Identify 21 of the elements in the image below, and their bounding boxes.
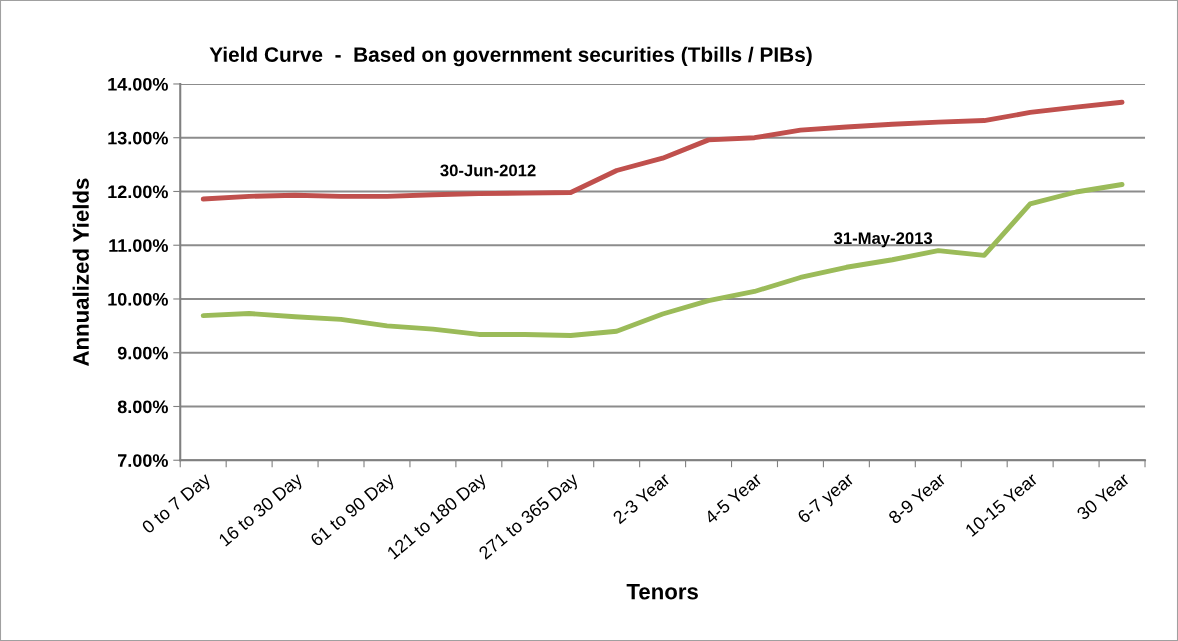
- series-label: 31-May-2013: [833, 232, 933, 248]
- y-tick-label: 10.00%: [108, 292, 168, 306]
- x-tick-label: 2-3 Year: [612, 472, 671, 525]
- line-series: [200, 182, 1125, 338]
- y-axis-title: Annualized Yields: [72, 178, 89, 367]
- y-tick-label: 8.00%: [117, 400, 168, 414]
- x-axis-title: Tenors: [626, 583, 698, 600]
- y-tick-label: 9.00%: [117, 346, 168, 360]
- y-tick-label: 13.00%: [108, 131, 168, 145]
- y-tick-label: 11.00%: [109, 239, 168, 252]
- y-tick-label: 12.00%: [108, 185, 168, 199]
- x-tick-label: 4-5 Year: [703, 472, 763, 525]
- y-tick-label: 7.00%: [118, 454, 168, 467]
- line-series: [200, 99, 1125, 202]
- chart-title: Yield Curve - Based on government securities (Tbills / PIBs): [209, 46, 812, 67]
- x-tick-label: 8-9 Year: [887, 472, 947, 525]
- series-label: 30-Jun-2012: [440, 164, 536, 177]
- y-tick-label: 14.00%: [108, 77, 168, 91]
- x-tick-label: 16 to 30 Day: [218, 471, 306, 550]
- x-tick-label: 0 to 7 Day: [141, 471, 214, 537]
- x-tick-label: 30 Year: [1075, 472, 1131, 521]
